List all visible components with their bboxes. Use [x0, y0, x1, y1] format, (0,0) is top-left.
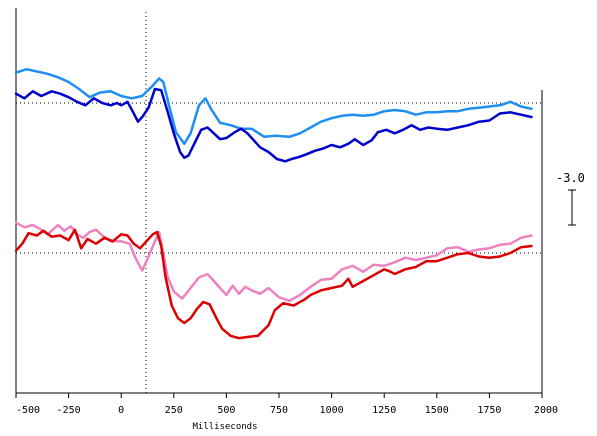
series-layer	[14, 67, 533, 340]
series-line-panel-2-2	[14, 228, 533, 340]
series-line-panel-2-1	[14, 221, 533, 303]
x-tick-label: 750	[270, 405, 288, 416]
x-tick-label: 1500	[425, 405, 449, 416]
x-tick-label: 0	[118, 405, 124, 416]
scale-bar: -3.0	[556, 171, 585, 226]
x-axis-title: Milliseconds	[192, 422, 257, 432]
x-ticks: -500 -250 0 250 500 750 1000 1250 1500 1750 2000	[15, 393, 558, 416]
series-line-panel-1-1	[14, 67, 533, 146]
plot-frame	[15, 8, 543, 394]
x-tick-label: 1750	[477, 405, 501, 416]
scale-bar-label: -3.0	[556, 171, 585, 185]
series-line-panel-1-2	[14, 87, 533, 163]
x-tick-label: 2000	[534, 405, 558, 416]
x-tick-label: 500	[217, 405, 235, 416]
x-tick-label: 1250	[372, 405, 396, 416]
x-tick-label: -250	[57, 405, 81, 416]
x-tick-label: 1000	[320, 405, 344, 416]
x-tick-label: -500	[16, 405, 40, 416]
x-tick-label: 250	[165, 405, 183, 416]
